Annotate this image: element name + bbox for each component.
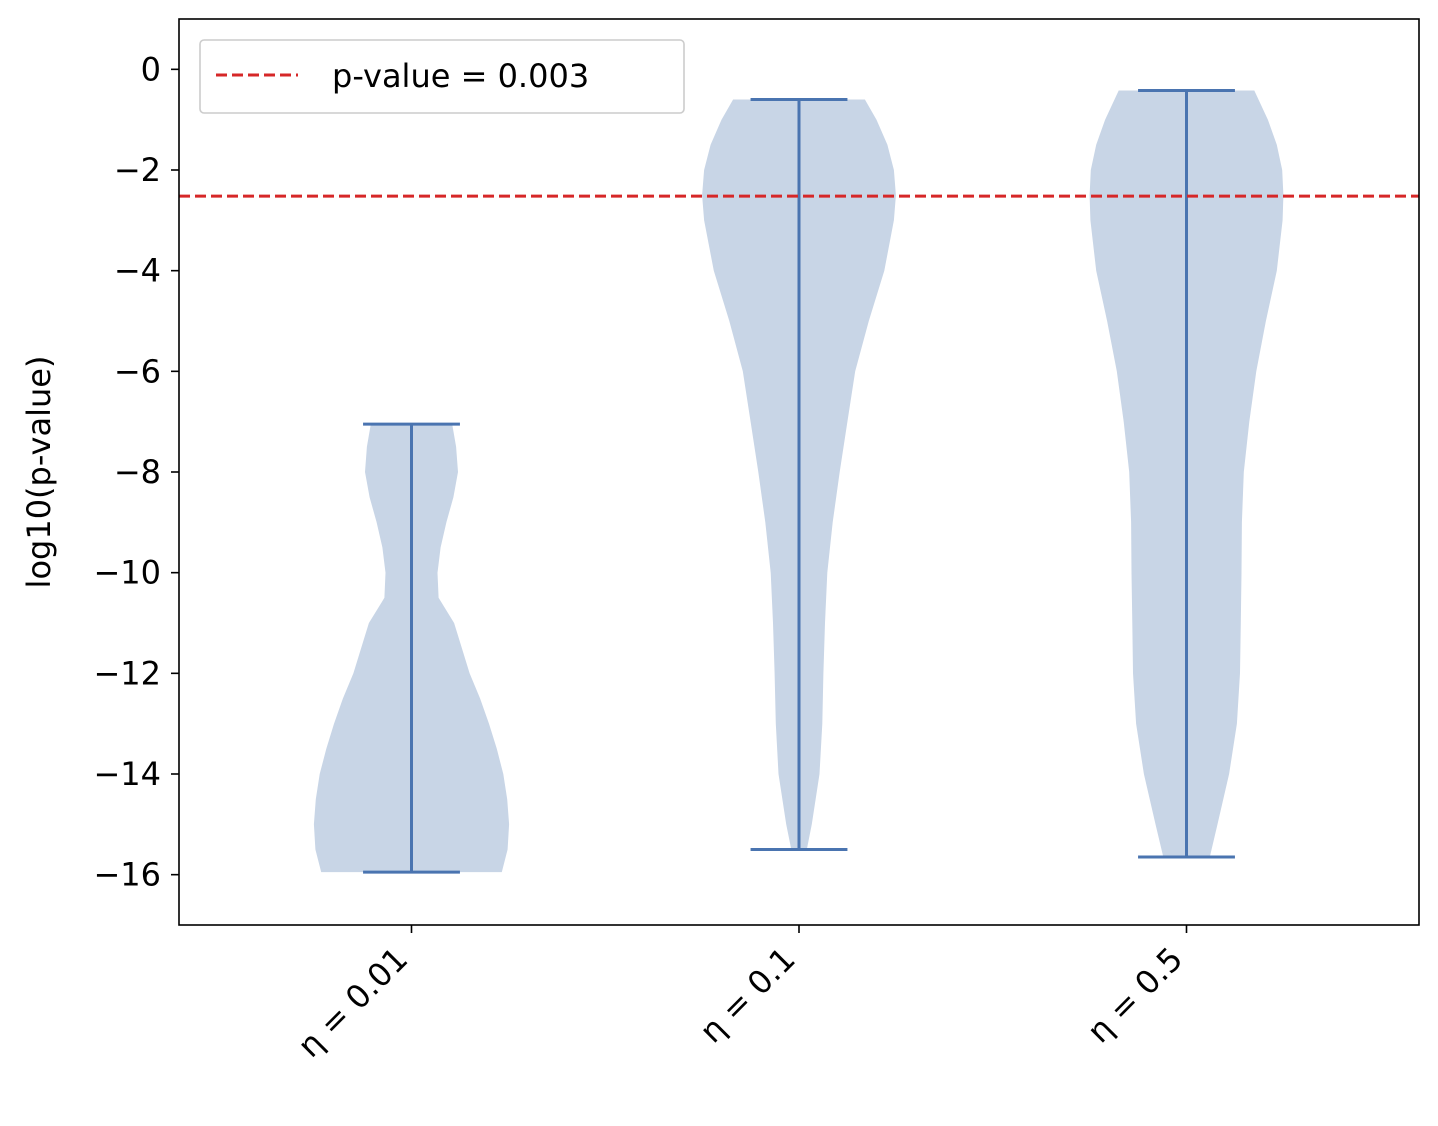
y-tick-label: −10 [93, 554, 161, 592]
y-tick-label: −14 [93, 755, 161, 793]
y-tick-label: −16 [93, 856, 161, 894]
y-tick-label: −12 [93, 654, 161, 692]
y-tick-label: −2 [114, 151, 161, 189]
y-axis: 0 −2 −4 −6 −8 −10 −12 −14 −16 [93, 50, 179, 894]
legend-box [199, 39, 685, 114]
y-tick-label: −8 [114, 453, 161, 491]
y-tick-label: −4 [114, 252, 161, 290]
y-tick-label: 0 [141, 50, 161, 88]
y-axis-title: log10(p-value) [20, 356, 58, 589]
violins-layer [313, 88, 1284, 874]
legend-label: p-value = 0.003 [332, 57, 589, 95]
legend: p-value = 0.003 [199, 39, 685, 114]
y-tick-label: −6 [114, 352, 161, 390]
